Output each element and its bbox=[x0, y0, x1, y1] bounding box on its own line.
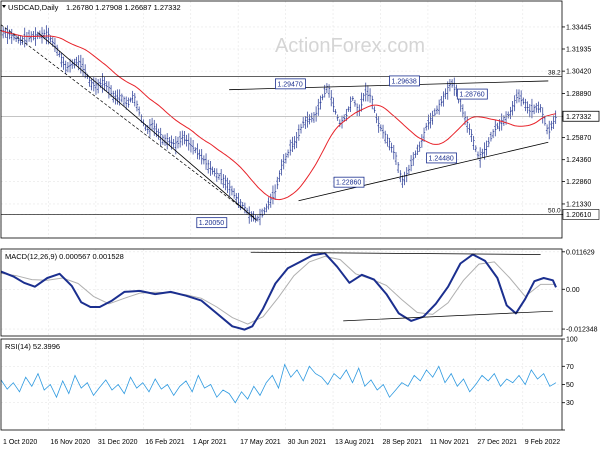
price-annotation-box bbox=[426, 152, 457, 164]
dashed-downtrend-line bbox=[0, 24, 256, 219]
price-annotation-box bbox=[389, 75, 420, 87]
fib-price-tag bbox=[562, 209, 600, 220]
x-tick-label: 28 Sep 2021 bbox=[382, 439, 422, 446]
price-annotation-label: 1.22860 bbox=[336, 180, 361, 187]
signal-line bbox=[0, 255, 556, 325]
y-tick-label: 70 bbox=[566, 364, 574, 371]
price-panel: USDCAD,Daily 1.26780 1.27908 1.26687 1.27… bbox=[0, 3, 562, 229]
y-tick-label: 0.00 bbox=[566, 287, 580, 294]
downtrend-line bbox=[37, 32, 258, 221]
price-annotation-label: 1.24480 bbox=[429, 155, 454, 162]
watermark-layer: ActionForex.com bbox=[275, 35, 425, 57]
rsi-title: RSI(14) 52.3996 bbox=[5, 342, 60, 351]
collapse-icon bbox=[2, 5, 6, 8]
price-annotation-box bbox=[456, 88, 488, 100]
fib-500-label: 50.0 bbox=[548, 207, 561, 214]
y-tick-label: 30 bbox=[566, 400, 574, 407]
rsi-line bbox=[0, 363, 557, 404]
y-tick-label: 0.011629 bbox=[566, 249, 595, 256]
x-tick-label: 17 May 2021 bbox=[240, 439, 281, 446]
x-tick-label: 11 Nov 2021 bbox=[430, 439, 469, 446]
x-tick-label: 1 Apr 2021 bbox=[193, 439, 227, 446]
price-annotation-label: 1.29470 bbox=[277, 81, 302, 88]
y-tick-label: 1.27332 bbox=[566, 114, 591, 121]
x-tick-label: 13 Aug 2021 bbox=[335, 439, 374, 446]
y-tick-label: 1.22860 bbox=[566, 179, 591, 186]
price-annotation-box bbox=[333, 176, 365, 188]
price-annotation-box bbox=[275, 78, 306, 90]
x-tick-label: 31 Dec 2020 bbox=[98, 439, 138, 446]
y-tick-label: 1.33445 bbox=[566, 24, 591, 31]
watermark: ActionForex.com bbox=[275, 35, 425, 57]
y-tick-label: -0.012348 bbox=[566, 327, 598, 334]
y-tick-label: 1.25870 bbox=[566, 135, 591, 142]
macd-lower-trendline bbox=[343, 310, 553, 322]
x-tick-label: 16 Nov 2020 bbox=[50, 439, 90, 446]
y-tick-label: 100 bbox=[566, 337, 578, 344]
x-tick-label: 9 Feb 2022 bbox=[525, 439, 561, 446]
x-tick-label: 1 Oct 2020 bbox=[3, 439, 37, 446]
y-tick-label: 50 bbox=[566, 382, 574, 389]
macd-line bbox=[0, 252, 557, 331]
x-tick-label: 27 Dec 2021 bbox=[477, 439, 517, 446]
macd-title: MACD(12,26,9) 0.000567 0.001528 bbox=[5, 252, 124, 261]
macd-frame bbox=[0, 248, 563, 337]
fib-382-label: 38.2 bbox=[548, 70, 561, 77]
y-tick-label: 1.31935 bbox=[566, 46, 591, 53]
price-annotation-label: 1.29638 bbox=[392, 78, 417, 85]
macd-panel: MACD(12,26,9) 0.000567 0.001528 bbox=[0, 251, 557, 331]
y-tick-label: 1.24360 bbox=[566, 157, 591, 164]
current-price-tag bbox=[562, 110, 600, 122]
macd-upper-trendline bbox=[250, 251, 541, 255]
moving-average-line bbox=[0, 30, 556, 201]
rsi-panel: RSI(14) 52.3996 bbox=[0, 342, 557, 404]
price-annotation-label: 1.28760 bbox=[459, 92, 484, 99]
x-tick-label: 30 Jun 2021 bbox=[288, 439, 327, 446]
y-tick-label: 1.30420 bbox=[566, 69, 591, 76]
x-tick-label: 16 Feb 2021 bbox=[145, 439, 184, 446]
ohlc-header: 1.26780 1.27908 1.26687 1.27332 bbox=[66, 3, 181, 12]
price-annotation-label: 1.20050 bbox=[199, 220, 224, 227]
y-tick-label: 1.28890 bbox=[566, 91, 591, 98]
fib-price-tag-label: 1.20610 bbox=[566, 212, 591, 219]
y-tick-label: 1.21330 bbox=[566, 201, 591, 208]
lower-channel-line bbox=[298, 141, 549, 202]
price-frame bbox=[0, 0, 563, 239]
price-annotation-box bbox=[196, 217, 228, 229]
price-title: USDCAD,Daily bbox=[8, 3, 59, 12]
